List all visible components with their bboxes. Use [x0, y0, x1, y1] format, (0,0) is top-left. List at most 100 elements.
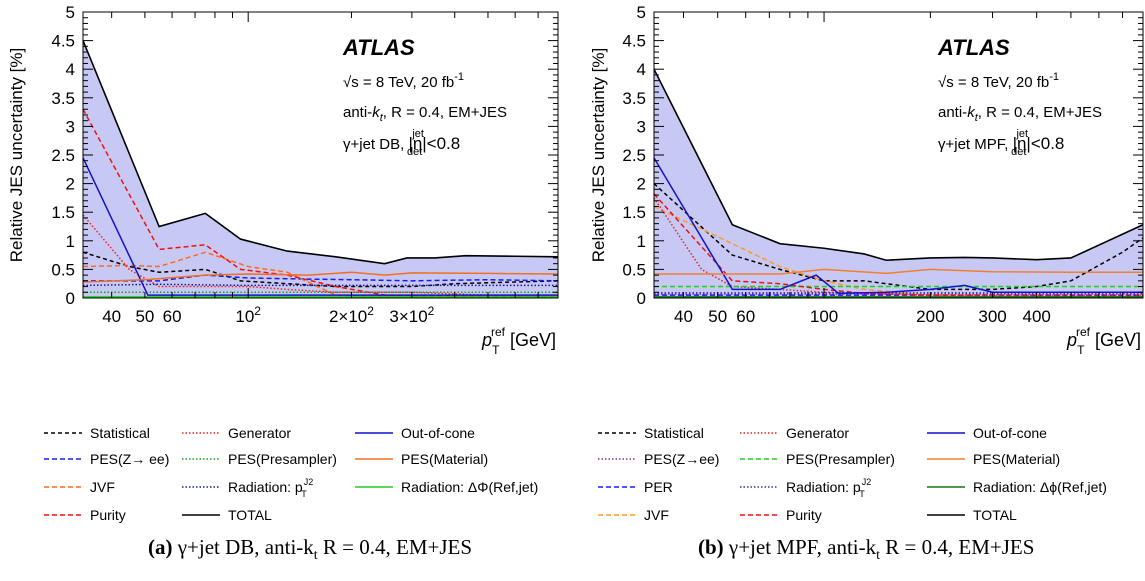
panel-b-legend-label: Statistical [644, 425, 704, 441]
panel-b-xtick-label: 300 [978, 307, 1006, 326]
panel-a-jet-k: k [372, 104, 381, 121]
panel-b-ytick-label: 4.5 [622, 32, 646, 51]
panel-b-xtick-label-text: 60 [736, 307, 755, 326]
panel-b-legend-label: Purity [786, 507, 822, 523]
panel-a-energy-label: √s = 8 TeV, 20 fb-1 [343, 71, 464, 91]
panel-b-ytick-label: 0 [637, 289, 646, 308]
panel-b-xtick-label: 400 [1022, 307, 1050, 326]
panel-a-legend-sub: T [301, 489, 307, 499]
panel-b-legend-label: PES(Presampler) [786, 451, 895, 467]
panel-a-legend-label: JVF [90, 479, 115, 495]
panel-a-jet-label: anti-kt, R = 0.4, EM+JES [343, 104, 507, 124]
panel-b-eta-sub: det [1011, 146, 1026, 158]
panel-a-atlas-label: ATLAS [342, 35, 415, 60]
panel-a-jet-rest: , R = 0.4, EM+JES [383, 104, 507, 121]
caption-a-text: γ+jet DB, anti-k [172, 535, 314, 559]
panel-a-legend-sup: J2 [304, 477, 314, 487]
panel-a-legend-label: Statistical [90, 425, 150, 441]
panel-a-xlabel-sub: T [492, 343, 500, 357]
panel-a-eta-sub: det [407, 146, 422, 158]
panel-b-legend-text: Statistical [644, 425, 704, 441]
panel-a-xtick-label: 2×102 [329, 304, 374, 326]
panel-b-legend-text: Out-of-cone [973, 425, 1047, 441]
panel-b-legend-text: PES(Material) [973, 451, 1060, 467]
panel-a-legend-label: PES(Material) [401, 451, 488, 467]
panel-a-energy-text: √s = 8 TeV, 20 fb [343, 74, 454, 91]
panel-b-ytick-label: 5 [637, 3, 646, 22]
panel-a-legend-label: Generator [228, 425, 291, 441]
panel-b-energy-text: √s = 8 TeV, 20 fb [938, 74, 1049, 91]
panel-a-total-band [83, 40, 558, 298]
panel-b-xtick-label-text: 40 [674, 307, 693, 326]
panel-b-legend-text: Radiation: Δϕ(Ref,jet) [973, 479, 1107, 495]
panel-a-legend-text: JVF [90, 479, 115, 495]
panel-b-ytick-label: 2 [637, 175, 646, 194]
panel-a-ytick-label: 1 [66, 232, 75, 251]
panel-b-xlabel-main: p [1066, 330, 1077, 350]
panel-a-xtick-label: 60 [163, 307, 182, 326]
panel-b-legend-text: Radiation: p [786, 479, 861, 495]
panel-a-ytick-label: 3 [66, 117, 75, 136]
panel-b-ytick-label: 4 [637, 60, 646, 79]
panel-b-xlabel: pTref [GeV] [1066, 325, 1141, 357]
panel-b-energy-label: √s = 8 TeV, 20 fb-1 [938, 71, 1059, 91]
caption-a: (a) γ+jet DB, anti-kt R = 0.4, EM+JES [148, 535, 472, 564]
panel-a-xtick-label-sup: 2 [428, 304, 435, 318]
panel-a-legend-label: Radiation: pJ2 T [228, 477, 313, 499]
panel-a-xtick-label: 40 [102, 307, 121, 326]
panel-a-series-line-5 [82, 214, 558, 296]
panel-a-ytick-label: 4 [66, 60, 75, 79]
panel-a-xtick-label: 50 [135, 307, 154, 326]
panel-a-xtick-label-sup: 2 [367, 304, 374, 318]
panel-b-xtick-label: 200 [916, 307, 944, 326]
panel-b-legend-sub: T [859, 489, 865, 499]
panel-b-eta-sym: |η [1013, 134, 1027, 153]
panel-a-ytick-label: 0.5 [51, 260, 75, 279]
panel-b-ytick-label: 3.5 [622, 89, 646, 108]
panel-a-xtick-label-text: 60 [163, 307, 182, 326]
panel-b-series-line-0 [653, 68, 1144, 262]
panel-a-eta-cut: |<0.8 [422, 134, 460, 153]
panel-b-jet-k: k [967, 104, 976, 121]
panel-a-jet-t: t [380, 112, 384, 124]
panel-a-series-line-9 [82, 271, 559, 283]
panel-a-method: γ+jet DB, [343, 136, 408, 153]
panel-a-legend-text: TOTAL [228, 507, 272, 523]
panel-b-method: γ+jet MPF, [938, 136, 1013, 153]
panel-b-jet-prefix: anti- [938, 104, 967, 121]
panel-a-lumi-sup: -1 [454, 71, 464, 83]
panel-b-series-line-10 [654, 268, 1143, 275]
panel-b-series-line-5 [653, 197, 1143, 296]
panel-b-jet-rest: , R = 0.4, EM+JES [978, 104, 1102, 121]
panel-b-xtick-label: 50 [708, 307, 727, 326]
panel-b-legend-label: JVF [644, 507, 669, 523]
panel-b-ytick-label: 3 [637, 117, 646, 136]
panel-a-selection-label: γ+jet DB, |ηjet det|<0.8 [343, 128, 460, 158]
panel-a-ytick-label: 0 [66, 289, 75, 308]
panel-b-selection-label: γ+jet MPF, |ηjet det|<0.8 [938, 128, 1064, 158]
caption-b-label: (b) [698, 535, 724, 559]
panel-a-series-line-4 [82, 108, 559, 298]
panel-b-legend-text: PER [644, 479, 673, 495]
panel-a-legend-label: Purity [90, 507, 126, 523]
panel-b-xtick-label: 100 [810, 307, 838, 326]
panel-a-ytick-label: 2.5 [51, 146, 75, 165]
panel-a-xlabel: pTref [GeV] [481, 325, 556, 357]
panel-b-xtick-label-text: 200 [916, 307, 944, 326]
panel-b-series-line-9 [653, 157, 1143, 295]
caption-b-rest: R = 0.4, EM+JES [880, 535, 1035, 559]
panel-a-xtick-label-text: 10 [235, 307, 254, 326]
panel-b-xtick-label: 60 [736, 307, 755, 326]
panel-b-legend-text: JVF [644, 507, 669, 523]
panel-b-eta-cut: |<0.8 [1026, 134, 1064, 153]
panel-a-xtick-label-sup: 2 [254, 304, 261, 318]
panel-a-legend-text: PES(Presampler) [228, 451, 337, 467]
panel-b-legend-label: Generator [786, 425, 849, 441]
panel-a-series-line-2 [83, 274, 559, 282]
panel-a-legend-text: Generator [228, 425, 291, 441]
panel-b-xlabel-unit: [GeV] [1090, 330, 1141, 350]
panel-b-legend-sup: J2 [862, 477, 872, 487]
panel-a-series-line-0 [82, 40, 559, 265]
panel-a-xtick-label-text: 40 [102, 307, 121, 326]
